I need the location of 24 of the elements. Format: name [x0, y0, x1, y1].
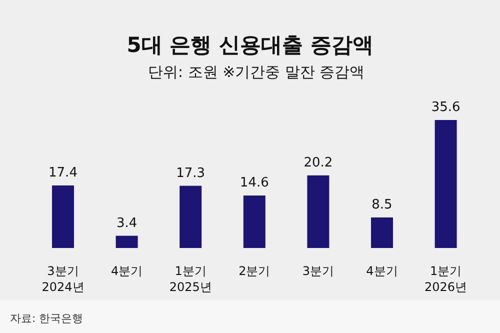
x-tick-label: 2분기	[238, 264, 270, 278]
data-label: 17.4	[48, 165, 78, 180]
data-label: 17.3	[176, 166, 206, 181]
bar	[180, 186, 202, 248]
bar	[371, 217, 393, 248]
bar	[307, 175, 330, 248]
bar	[52, 185, 74, 248]
bar	[434, 120, 457, 248]
chart-title: 5대 은행 신용대출 증감액	[126, 33, 374, 57]
x-tick-label: 4분기	[366, 264, 398, 278]
data-label: 8.5	[372, 197, 392, 212]
x-tick-label: 1분기 2025년	[169, 264, 212, 294]
x-tick-label: 1분기 2026년	[424, 264, 468, 294]
bar	[243, 196, 266, 248]
bar	[116, 236, 138, 248]
data-label: 35.6	[431, 100, 460, 115]
x-tick-label: 3분기	[302, 264, 334, 278]
x-tick-label: 3분기 2024년	[42, 264, 84, 294]
x-tick-label: 4분기	[110, 264, 143, 278]
chart-subtitle: 단위: 조원 ※기간중 말잔 증감액	[148, 63, 365, 81]
text: 자료: 한국은행	[10, 312, 84, 325]
data-label: 14.6	[240, 176, 269, 191]
data-label: 3.4	[116, 216, 138, 231]
data-label: 20.2	[304, 155, 333, 170]
